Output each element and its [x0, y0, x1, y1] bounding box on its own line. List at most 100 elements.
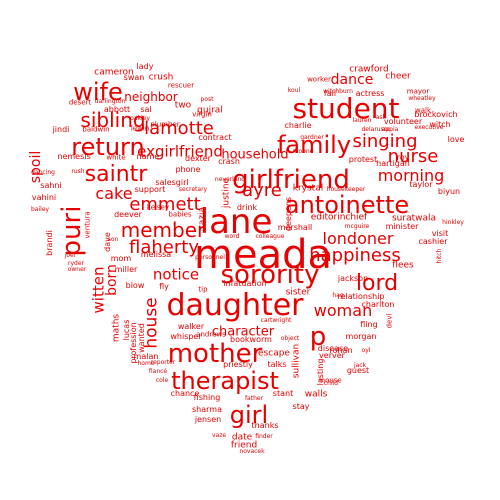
- word-lewin: lewin: [130, 124, 150, 133]
- word-vahini: vahini: [31, 193, 57, 202]
- word-girl: girl: [229, 401, 269, 429]
- word-spoil: spoil: [28, 150, 44, 184]
- word-nurse: nurse: [387, 146, 439, 167]
- word-chance: chance: [170, 389, 200, 398]
- word-return: return: [71, 133, 145, 161]
- word-mouse: mouse: [318, 376, 342, 385]
- word-bailey: bailey: [30, 206, 50, 213]
- word-wife: wife: [73, 78, 123, 106]
- word-word: word: [224, 233, 240, 240]
- word-sorority: sorority: [220, 260, 320, 290]
- word-secretary: secretary: [178, 186, 208, 193]
- word-flaherty: flaherty: [129, 237, 199, 258]
- word-lady: lady: [136, 62, 154, 71]
- word-ayre: ayre: [242, 180, 282, 201]
- word-crush: crush: [148, 72, 174, 83]
- word-kelsey: kelsey: [146, 203, 170, 212]
- word-cake: cake: [95, 184, 133, 203]
- word-tip: tip: [198, 285, 208, 294]
- word-notice: notice: [152, 265, 200, 284]
- word-jackson: jackson: [337, 274, 369, 283]
- word-suratwala: suratwala: [391, 213, 437, 224]
- word-jindi: jindi: [52, 125, 70, 134]
- word-morning: morning: [377, 166, 445, 185]
- word-lauren: lauren: [352, 117, 372, 124]
- word-worker: worker: [307, 75, 331, 84]
- word-neverland: neverland: [214, 176, 246, 183]
- word-visit: visit: [431, 229, 449, 238]
- word-cheer: cheer: [385, 71, 411, 82]
- word-cameron: cameron: [94, 67, 134, 78]
- word-gardner: gardner: [300, 134, 324, 141]
- word-koul: koul: [287, 87, 301, 94]
- word-father: father: [244, 395, 264, 402]
- word-flees: flees: [392, 260, 414, 271]
- word-dance: dance: [330, 72, 374, 88]
- word-disease: disease: [317, 344, 349, 353]
- word-desert: desert: [68, 98, 92, 107]
- word-student: student: [292, 92, 400, 125]
- word-daughter: daughter: [166, 288, 304, 323]
- word-babies: babies: [168, 210, 192, 219]
- word-sullivan: sullivan: [291, 343, 302, 379]
- word-morgan: morgan: [345, 332, 377, 341]
- word-post: post: [200, 96, 214, 103]
- word-emmett: emmett: [129, 194, 201, 215]
- word-priestly: priestly: [223, 360, 253, 369]
- word-walls: walls: [304, 389, 328, 400]
- word-saintr: saintr: [84, 162, 148, 187]
- word-fling: fling: [360, 320, 378, 329]
- word-ash: ash: [375, 114, 387, 121]
- word-contract: contract: [198, 133, 232, 142]
- word-member: member: [120, 218, 206, 242]
- word-home: home: [137, 360, 155, 367]
- word-sal: sal: [140, 105, 152, 114]
- word-sharma: sharma: [192, 405, 222, 414]
- word-delarusso: delarusso: [361, 126, 391, 133]
- word-walker: walker: [177, 322, 205, 331]
- word-ventura: ventura: [83, 211, 92, 239]
- word-personnel: personnel: [195, 254, 225, 261]
- word-lane: lane: [199, 202, 273, 242]
- word-walk: walk: [414, 106, 432, 115]
- word-swan: swan: [123, 73, 145, 82]
- word-puri: puri: [57, 205, 87, 257]
- word-biyun: biyun: [437, 187, 461, 196]
- word-hinkley: hinkley: [442, 219, 464, 226]
- word-drink: drink: [236, 203, 258, 212]
- word-londoner: londoner: [322, 229, 394, 248]
- word-household: household: [221, 147, 289, 163]
- word-whisper: whisper: [170, 332, 202, 341]
- word-witch: witch: [429, 120, 451, 129]
- word-charlton: charlton: [361, 300, 395, 309]
- word-melissa: melissa: [140, 250, 172, 259]
- word-mom: mom: [110, 254, 132, 263]
- word-thanks: thanks: [251, 421, 279, 430]
- word-executive: executive: [414, 124, 444, 131]
- word-joel: joel: [64, 252, 76, 259]
- word-hag: hag: [332, 292, 344, 299]
- word-deepens: deepens: [284, 196, 293, 232]
- word-hitch: hitch: [436, 248, 443, 264]
- word-verver: verver: [319, 351, 345, 360]
- word-charlie: charlie: [284, 121, 312, 130]
- word-date: date: [231, 432, 253, 443]
- word-talks: talks: [267, 360, 287, 369]
- word-friend: friend: [230, 440, 258, 451]
- word-fiance: fiancé: [148, 368, 168, 375]
- word-housekeeper: housekeeper: [326, 186, 366, 193]
- word-reporter: reporter: [150, 359, 176, 366]
- word-marshall: marshall: [277, 223, 313, 232]
- word-colleague: colleague: [255, 233, 285, 240]
- word-fly: fly: [159, 282, 169, 291]
- word-girlfriend: girlfriend: [232, 165, 350, 195]
- word-wheatley: wheatley: [408, 95, 436, 102]
- word-novacek: novacek: [239, 448, 265, 455]
- word-rescuer: rescuer: [167, 81, 195, 90]
- word-brockovich: brockovich: [414, 110, 458, 119]
- word-nemesis: nemesis: [57, 152, 91, 161]
- word-malan: malan: [133, 352, 159, 361]
- word-antoinette: antoinette: [284, 191, 410, 219]
- word-darlington: darlington: [94, 98, 126, 105]
- word-vaze: vaze: [211, 432, 227, 439]
